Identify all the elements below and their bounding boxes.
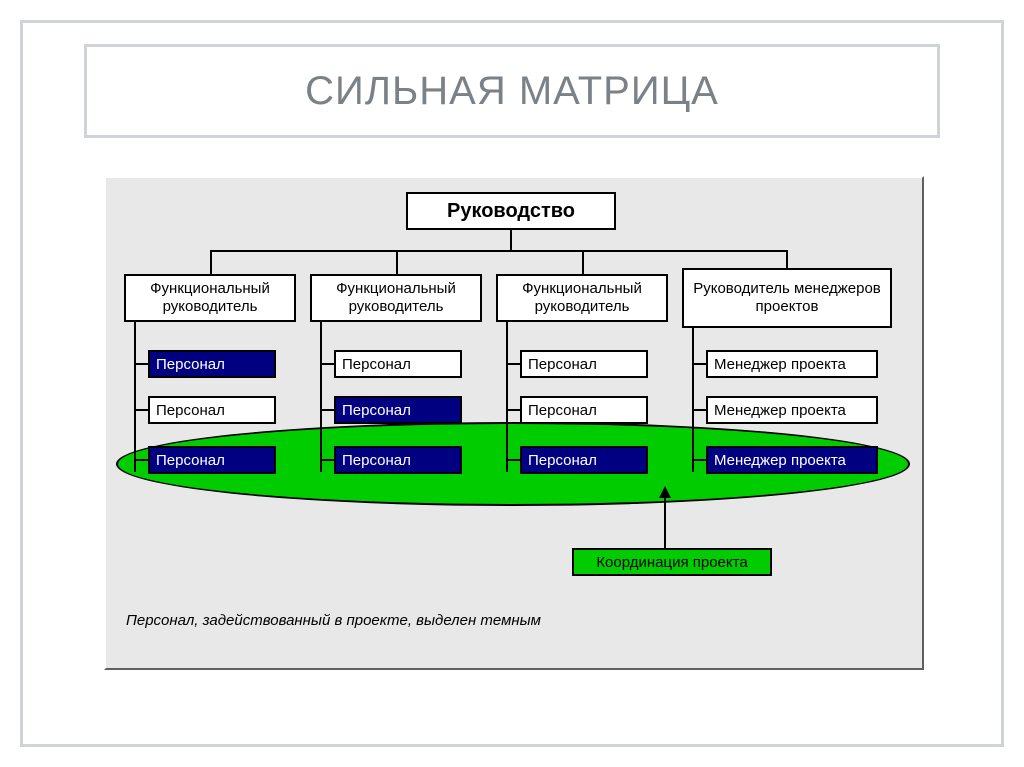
manager-box: Функциональный руководитель [496,274,668,322]
root-label: Руководство [447,199,575,223]
staff-label: Персонал [528,356,597,373]
line [510,230,512,250]
staff-box: Персонал [520,350,648,378]
manager-box: Функциональный руководитель [310,274,482,322]
line [692,363,706,365]
staff-box: Персонал [520,446,648,474]
staff-label: Персонал [342,452,411,469]
manager-label: Функциональный руководитель [316,280,476,316]
root-box: Руководство [406,192,616,230]
staff-box: Менеджер проекта [706,350,878,378]
arrow-line [664,498,666,548]
manager-label: Руководитель менеджеров проектов [688,280,886,316]
line [506,409,520,411]
line [320,459,334,461]
line [320,409,334,411]
staff-box: Менеджер проекта [706,446,878,474]
title-box: СИЛЬНАЯ МАТРИЦА [84,44,940,138]
slide-title: СИЛЬНАЯ МАТРИЦА [305,69,719,114]
staff-box: Персонал [334,396,462,424]
manager-box: Функциональный руководитель [124,274,296,322]
staff-label: Персонал [156,452,225,469]
footnote: Персонал, задействованный в проекте, выд… [126,612,541,629]
line [134,459,148,461]
manager-label: Функциональный руководитель [502,280,662,316]
line [506,363,520,365]
staff-box: Персонал [148,350,276,378]
coordination-box: Координация проекта [572,548,772,576]
diagram-panel: Руководство Функциональный руководитель … [104,176,924,670]
line [320,363,334,365]
line [506,459,520,461]
staff-label: Персонал [156,356,225,373]
line [134,363,148,365]
staff-box: Персонал [148,446,276,474]
staff-box: Персонал [334,446,462,474]
staff-label: Персонал [156,402,225,419]
footnote-text: Персонал, задействованный в проекте, выд… [126,612,541,629]
staff-box: Менеджер проекта [706,396,878,424]
line [320,322,322,472]
staff-label: Менеджер проекта [714,356,846,373]
staff-label: Персонал [528,402,597,419]
arrow-up-icon [659,486,671,498]
coordination-label: Координация проекта [596,554,747,571]
line [134,409,148,411]
line [582,250,584,274]
staff-box: Персонал [334,350,462,378]
line [692,328,694,472]
line [692,459,706,461]
line [786,250,788,268]
line [506,322,508,472]
manager-label: Функциональный руководитель [130,280,290,316]
staff-box: Персонал [148,396,276,424]
staff-label: Менеджер проекта [714,402,846,419]
line [134,322,136,472]
staff-label: Менеджер проекта [714,452,846,469]
staff-label: Персонал [342,356,411,373]
staff-label: Персонал [528,452,597,469]
line [210,250,212,274]
line [210,250,788,252]
staff-box: Персонал [520,396,648,424]
line [396,250,398,274]
manager-box: Руководитель менеджеров проектов [682,268,892,328]
staff-label: Персонал [342,402,411,419]
line [692,409,706,411]
